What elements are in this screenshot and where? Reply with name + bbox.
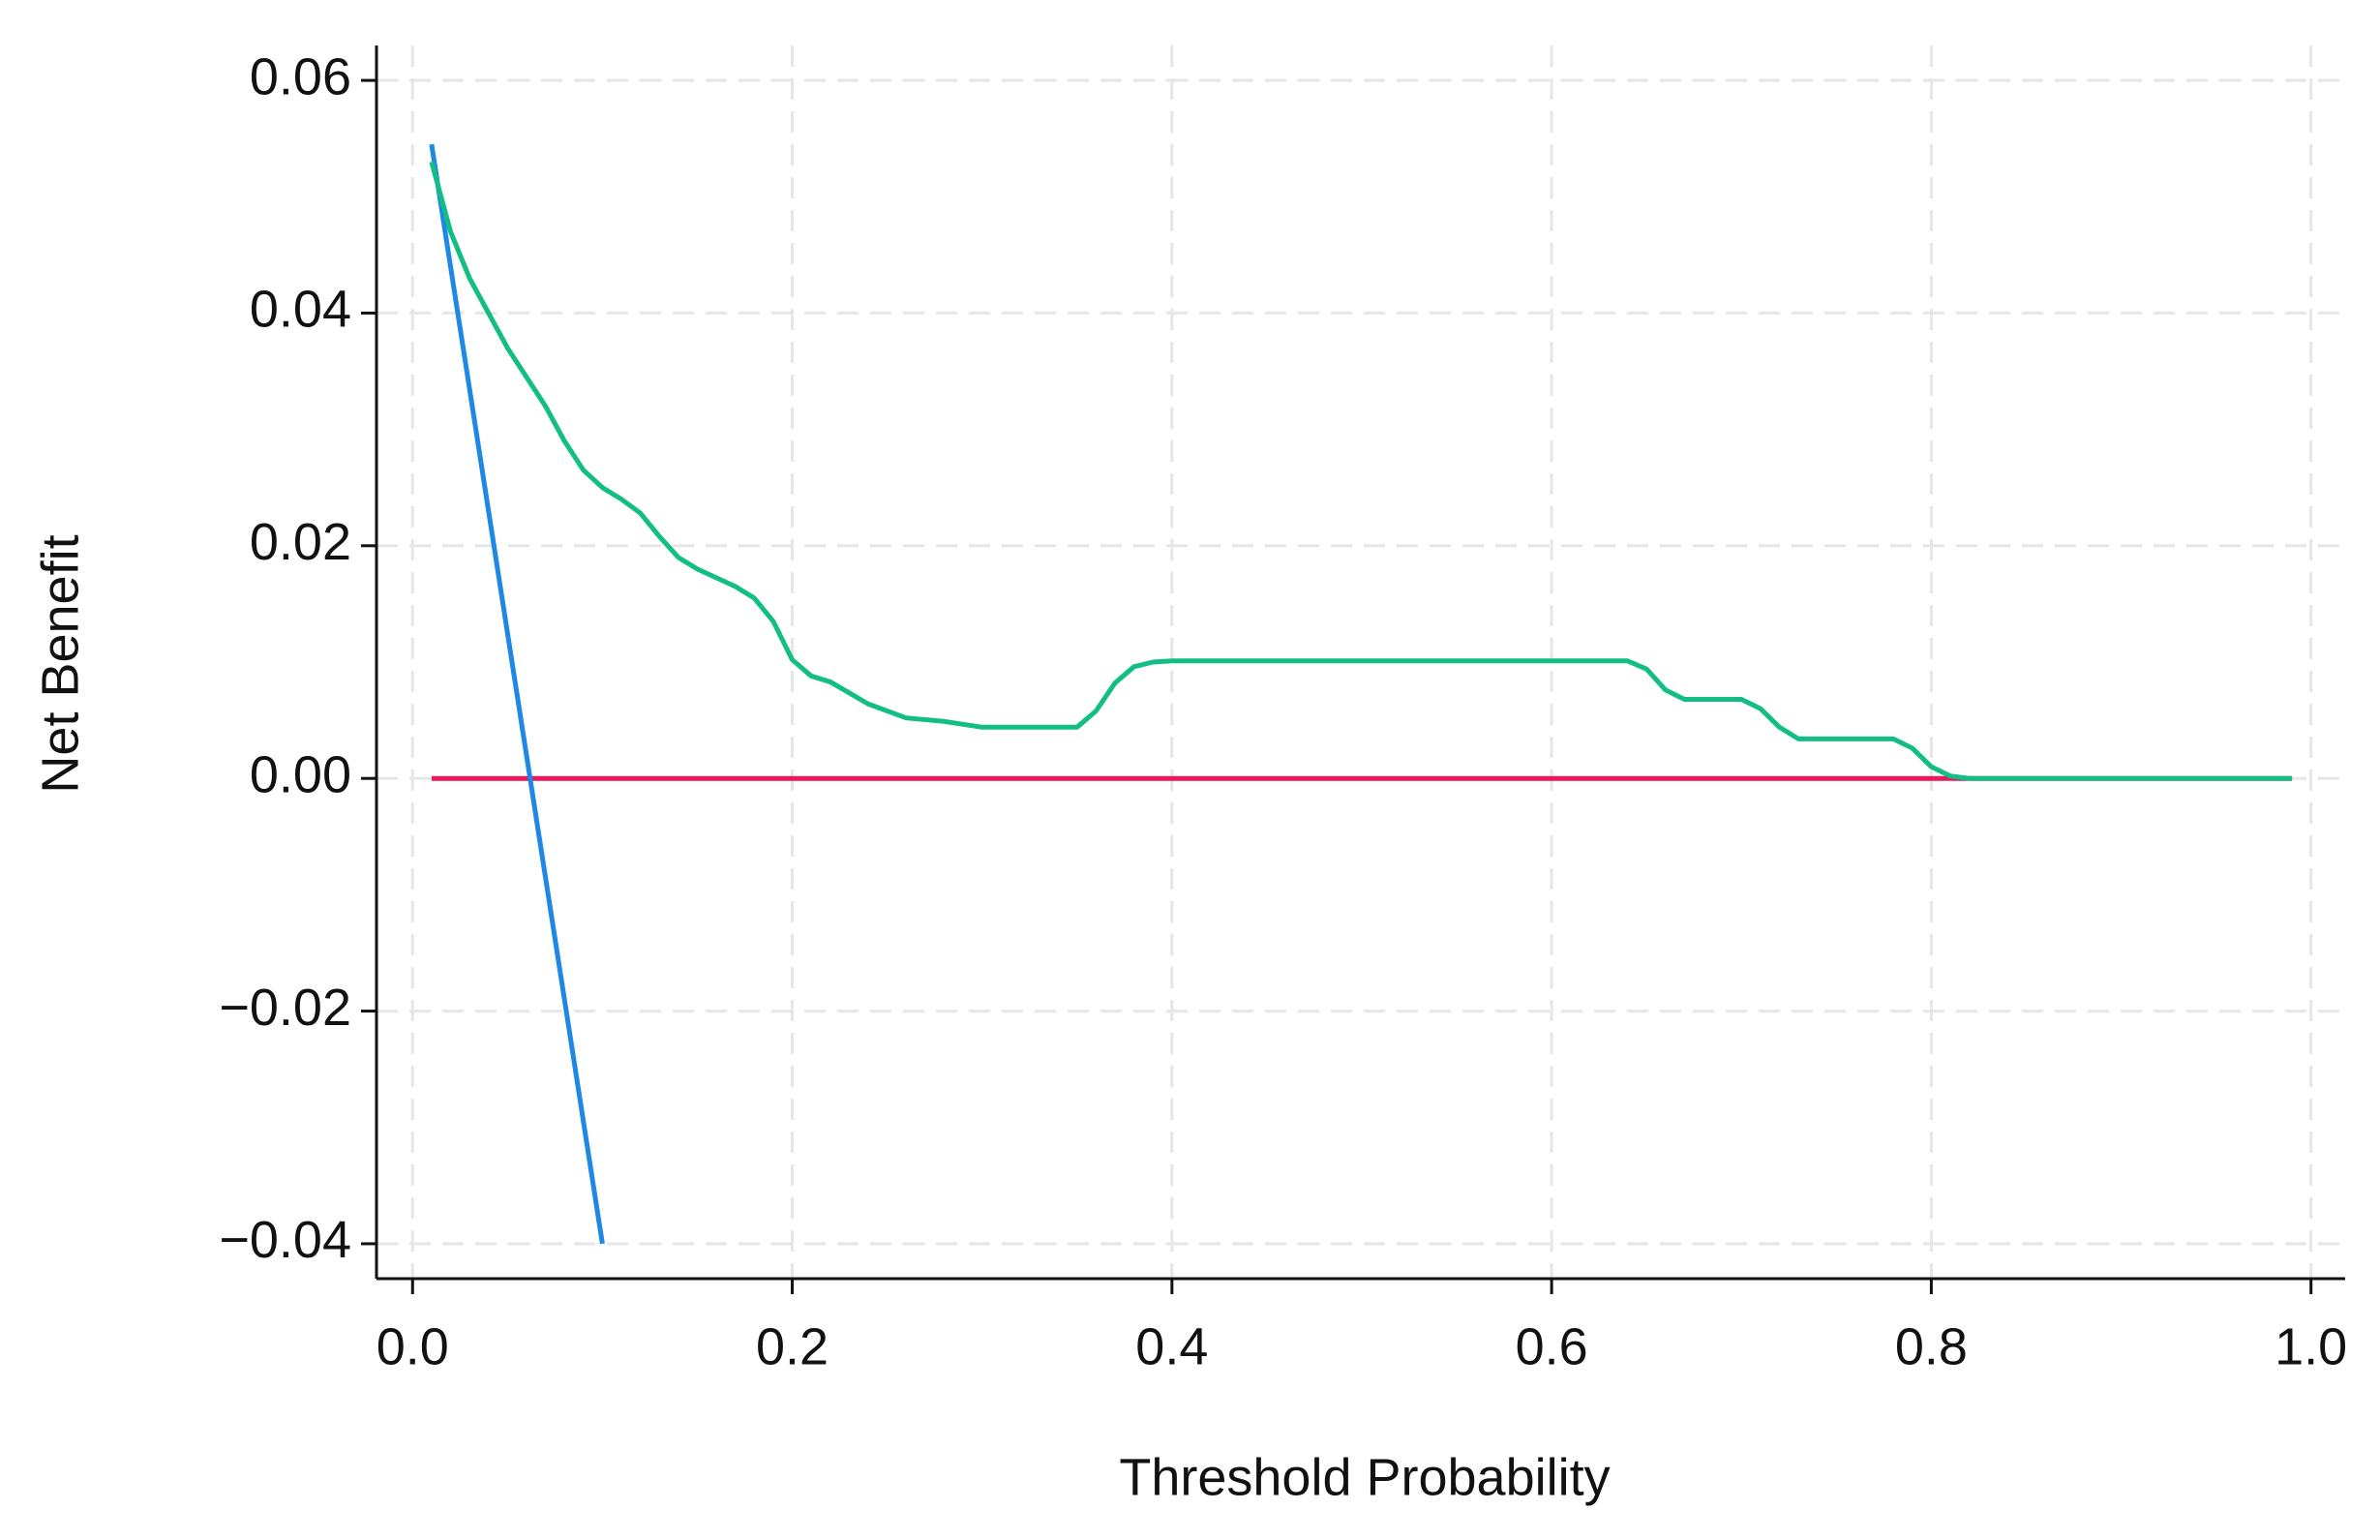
x-tick-label: 1.0 (2275, 1317, 2347, 1375)
x-tick-label: 0.4 (1135, 1317, 1208, 1375)
series-line (429, 161, 2293, 781)
x-tick-label: 0.2 (756, 1317, 828, 1375)
x-axis-title: Threshold Probability (1119, 1448, 1610, 1506)
y-tick-label: 0.00 (250, 745, 351, 803)
y-tick-label: 0.02 (250, 513, 351, 571)
y-tick-label: 0.06 (250, 47, 351, 106)
y-axis-title: Net Benefit (31, 534, 89, 793)
x-tick-label: 0.6 (1516, 1317, 1588, 1375)
series-line (429, 143, 605, 1245)
y-tick-label: −0.04 (219, 1211, 351, 1269)
x-tick-label: 0.8 (1895, 1317, 1968, 1375)
x-tick-label: 0.0 (377, 1317, 449, 1375)
y-tick-label: −0.02 (219, 979, 351, 1037)
y-tick-label: 0.04 (250, 281, 351, 339)
